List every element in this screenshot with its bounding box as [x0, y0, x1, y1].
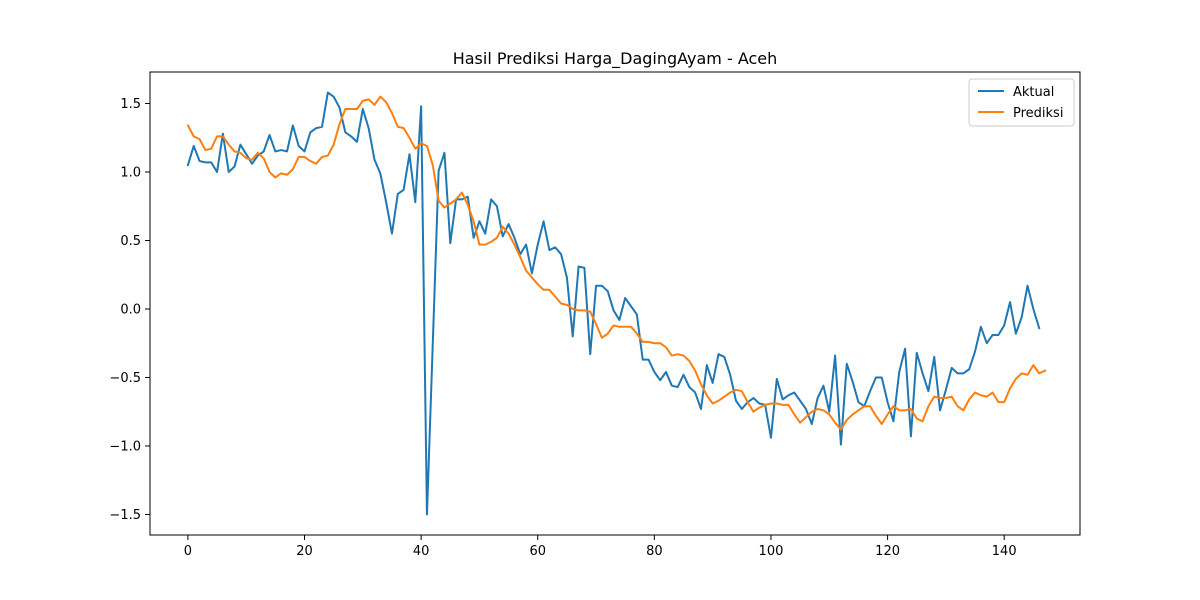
y-tick-label: −1.0 [109, 439, 141, 454]
y-tick-label: 1.0 [120, 165, 141, 180]
series-layer [186, 91, 1047, 516]
x-tick-label: 40 [413, 544, 430, 559]
x-tick-label: 140 [992, 544, 1017, 559]
y-tick-label: 0.5 [120, 234, 141, 249]
x-tick-label: 80 [646, 544, 663, 559]
x-tick-label: 120 [875, 544, 900, 559]
y-tick-label: 0.0 [120, 302, 141, 317]
chart-title: Hasil Prediksi Harga_DagingAyam - Aceh [453, 49, 778, 69]
x-tick-label: 20 [296, 544, 313, 559]
legend-label-prediksi: Prediksi [1013, 106, 1063, 121]
plot-area [149, 71, 1081, 536]
y-tick-label: −0.5 [109, 371, 141, 386]
legend-label-aktual: Aktual [1013, 85, 1054, 100]
series-line-aktual [186, 91, 1041, 516]
legend: Aktual Prediksi [968, 78, 1075, 127]
x-tick-label: 60 [529, 544, 546, 559]
x-axis: 0 20 40 60 80 100 120 140 [184, 535, 1017, 559]
x-tick-label: 0 [184, 544, 192, 559]
y-tick-label: −1.5 [109, 508, 141, 523]
y-axis: −1.5 −1.0 −0.5 0.0 0.5 1.0 1.5 [109, 97, 150, 523]
axes-frame [149, 71, 1081, 536]
x-tick-label: 100 [759, 544, 784, 559]
series-line-prediksi [186, 95, 1047, 431]
y-tick-label: 1.5 [120, 97, 141, 112]
